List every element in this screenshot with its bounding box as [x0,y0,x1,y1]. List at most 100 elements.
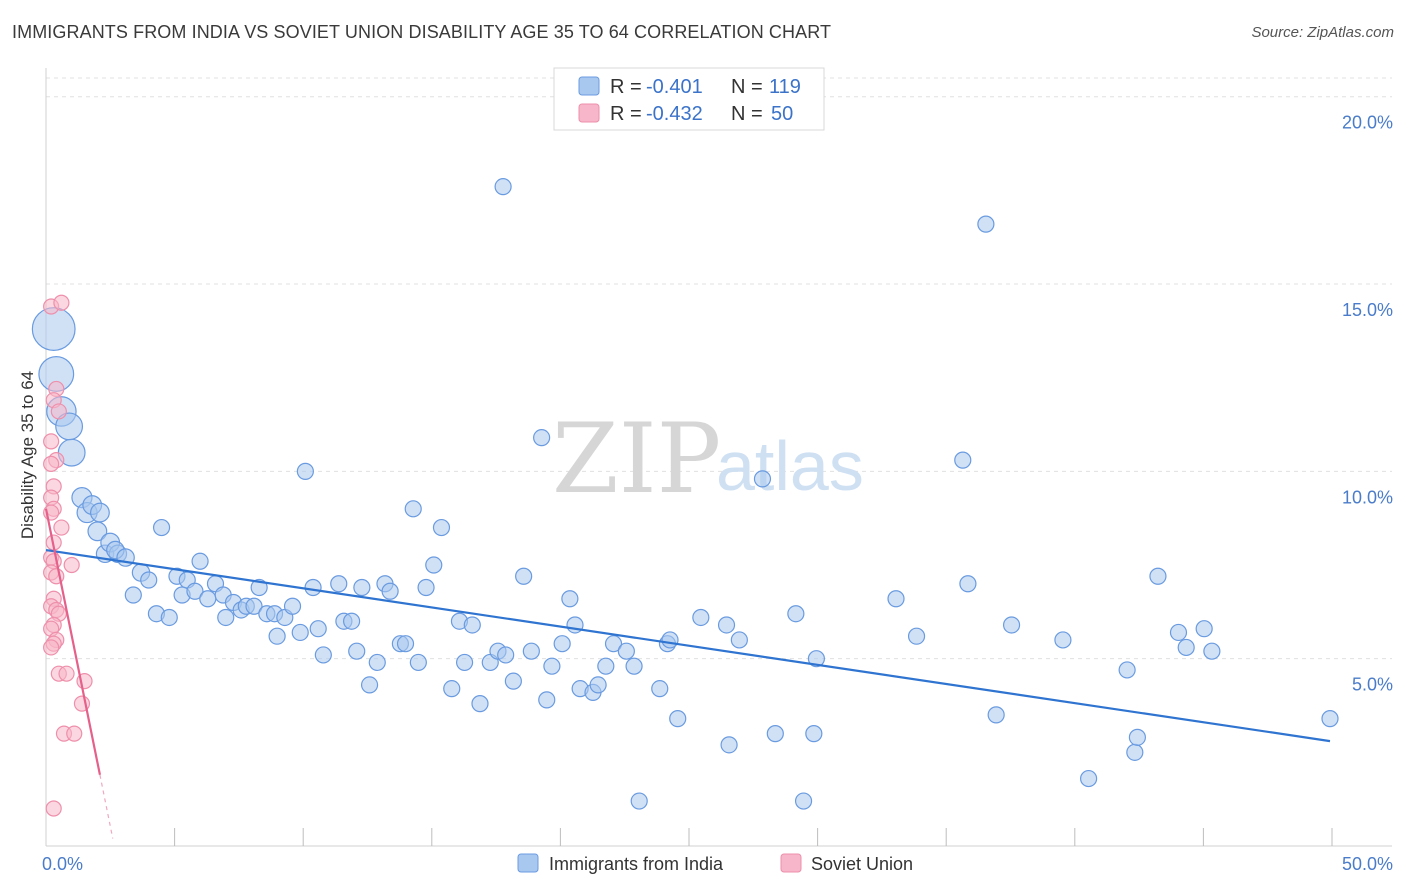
data-point-india [1177,638,1195,657]
y-tick-label: 5.0% [1352,675,1393,695]
data-point-india [515,567,533,585]
watermark: ZIP atlas [552,403,864,515]
data-point-india [494,178,512,196]
watermark-atlas: atlas [716,427,864,505]
data-point-india [597,657,615,675]
data-point-india [987,706,1005,724]
data-point-india [1203,642,1221,660]
data-point-india [617,642,635,660]
data-point-soviet [58,665,75,682]
data-point-india [661,631,679,649]
data-point-india [1195,620,1213,638]
x-tick-label-max: 50.0% [1342,854,1393,874]
legend-r-value-india: -0.401 [646,76,703,98]
data-point-india [124,586,142,604]
data-point-india [245,597,263,615]
axes: 5.0% 10.0% 15.0% 20.0% 0.0% 50.0% [42,68,1393,874]
data-point-india [296,462,314,480]
trend-line-india [45,548,1331,743]
data-point-india [1169,623,1188,642]
data-point-india [89,502,110,523]
x-tick-label-min: 0.0% [42,854,83,874]
data-point-india [630,792,648,810]
data-point-india [425,556,443,574]
data-point-india [787,605,805,623]
legend-n-label-india: N = [731,76,763,98]
legend-swatch-india [578,76,600,96]
correlation-legend: R = -0.401 N = 119 R = -0.432 N = 50 [553,67,825,131]
data-point-soviet [53,519,70,536]
data-point-india [720,736,738,754]
data-point-india [625,657,643,675]
series-legend-swatch-india [517,853,539,873]
data-point-india [589,676,607,694]
data-point-india [191,552,209,570]
data-point-india [522,642,540,660]
data-point-soviet [45,800,62,817]
legend-n-value-soviet: 50 [771,103,793,125]
trend-line-soviet-extension [99,774,114,839]
data-point-india [1054,631,1072,649]
data-point-india [959,575,977,593]
data-point-india [463,616,481,634]
data-point-india [217,608,235,627]
data-point-india [543,657,561,675]
data-point-india [1128,728,1147,746]
data-point-india [604,635,623,653]
data-point-india [291,623,309,642]
data-point-india [432,518,451,537]
data-point-india [417,578,435,597]
y-tick-label: 15.0% [1342,300,1393,320]
legend-r-value-soviet: -0.432 [646,103,703,125]
data-point-india [1126,743,1144,761]
data-point-india [1080,769,1098,788]
legend-swatch-soviet [578,103,600,123]
data-point-india [717,616,736,634]
y-tick-label: 20.0% [1342,113,1393,133]
data-point-india [250,578,268,597]
data-point-india [409,653,427,672]
data-point-india [1002,616,1021,634]
legend-n-value-india: 119 [769,76,801,98]
y-axis-label: Disability Age 35 to 64 [18,371,37,539]
data-point-soviet [63,556,80,574]
data-point-india [753,470,772,488]
data-point-india [1149,567,1167,585]
legend-r-label-soviet: R = [610,103,642,125]
source-credit: Source: ZipAtlas.com [1251,24,1394,41]
chart-title: IMMIGRANTS FROM INDIA VS SOVIET UNION DI… [12,22,832,42]
data-point-india [309,620,327,638]
trend-line-soviet [44,508,102,776]
data-point-india [330,575,348,593]
y-tick-label: 10.0% [1342,487,1393,507]
data-point-india [348,642,366,660]
data-point-india [360,676,379,694]
data-point-india [794,792,813,810]
data-point-india [304,578,322,597]
data-point-india [353,578,371,597]
data-point-india [553,635,571,653]
data-point-india [766,725,784,743]
data-point-india [1118,661,1136,679]
data-point-india [152,518,171,537]
data-point-india [381,582,399,600]
data-point-india [160,608,178,627]
data-point-india [186,582,204,600]
watermark-zip: ZIP [552,403,721,515]
data-point-india [342,612,361,630]
data-point-india [140,571,158,589]
data-point-india [805,725,823,743]
data-point-india [443,680,461,698]
data-point-india [455,653,474,672]
data-point-soviet [43,639,60,656]
data-point-india [268,627,286,645]
data-point-india [651,680,669,698]
legend-r-label-india: R = [610,76,642,98]
data-point-india [561,590,579,608]
data-point-india [730,631,748,649]
legend-n-label-soviet: N = [731,103,763,125]
data-point-india [504,672,522,690]
data-point-india [692,608,710,627]
data-point-india [669,710,687,728]
